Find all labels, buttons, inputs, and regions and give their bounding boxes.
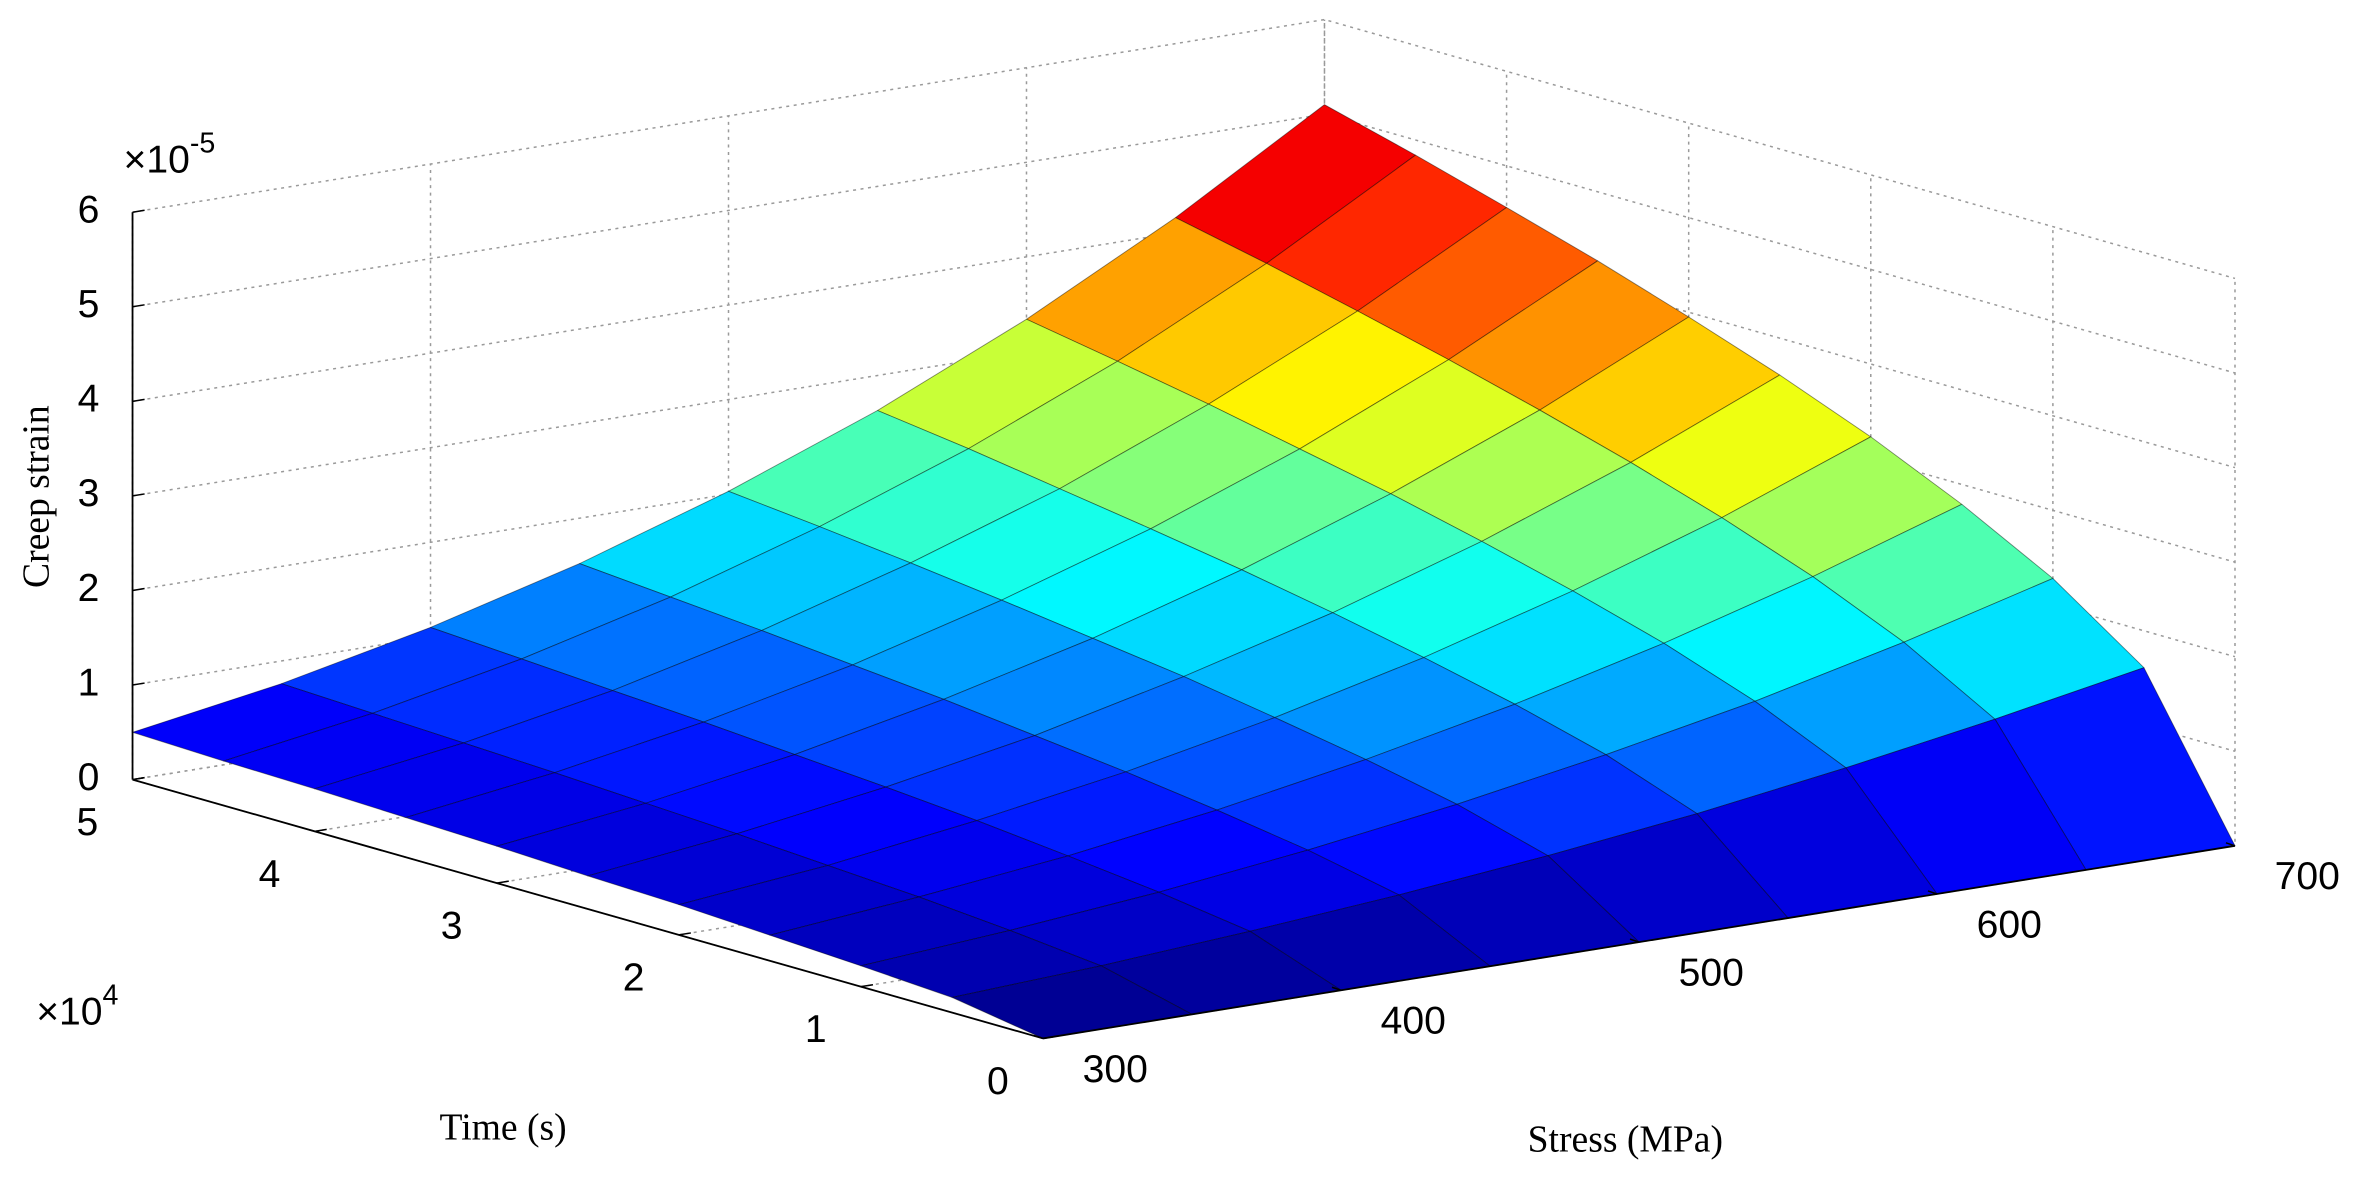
surface-patch	[1274, 657, 1516, 760]
tick-mark	[132, 398, 145, 403]
y-axis-line	[132, 778, 1044, 1040]
y-axis-label: Time (s)	[440, 1106, 567, 1148]
grid-line	[132, 113, 2236, 374]
y-tick-label: 2	[623, 956, 645, 999]
surface-patch	[885, 735, 1127, 821]
grid-line	[132, 18, 2236, 280]
z-tick-label: 3	[78, 472, 100, 515]
surface-patch	[223, 712, 465, 790]
axes: 0 1 2 3 4 5 6 300 400 500 600 700 0 1 2 3 4 5	[77, 189, 2340, 1103]
surface	[132, 104, 2236, 1039]
z-tick-label: 5	[78, 283, 100, 326]
tick-mark	[132, 304, 145, 308]
z-tick-label: 0	[78, 756, 100, 799]
y-multiplier-exponent: 4	[103, 979, 119, 1011]
tick-mark	[132, 682, 145, 686]
y-tick-label: 5	[77, 801, 99, 844]
z-tick-label: 6	[78, 189, 100, 232]
surface-patch	[612, 630, 854, 723]
grid-line	[429, 164, 1342, 991]
grid-line	[1025, 67, 1938, 895]
y-tick-label: 4	[259, 853, 281, 896]
tick-mark	[132, 209, 145, 213]
y-tick-label: 1	[805, 1008, 827, 1051]
surface-patch	[852, 599, 1094, 700]
grid-line	[727, 115, 1640, 943]
x-tick-label: 600	[1977, 903, 2042, 946]
grid-line	[132, 207, 2236, 469]
x-tick-label: 700	[2275, 855, 2340, 898]
z-multiplier-exponent: -5	[190, 127, 215, 159]
tick-mark	[132, 493, 145, 497]
surface-patch	[1026, 217, 1267, 362]
z-multiplier-base: ×10	[124, 139, 190, 182]
surface-patch	[1423, 590, 1665, 705]
z-tick-label: 4	[78, 378, 100, 421]
y-multiplier: ×104	[36, 979, 118, 1034]
surface-patch	[554, 721, 796, 804]
tick-mark	[132, 587, 145, 592]
z-tick-label: 1	[78, 661, 100, 704]
surface-patch	[1125, 717, 1367, 811]
z-axis-label: Creep strain	[15, 405, 57, 588]
x-tick-label: 400	[1381, 1000, 1446, 1043]
x-tick-label: 300	[1083, 1048, 1148, 1091]
surface-patch	[877, 318, 1118, 450]
y-tick-label: 3	[441, 905, 463, 948]
x-axis-line	[1042, 844, 2236, 1040]
x-tick-label: 500	[1679, 952, 1744, 995]
x-axis-label: Stress (MPa)	[1528, 1118, 1723, 1160]
y-multiplier-base: ×10	[36, 991, 102, 1034]
y-tick-label: 0	[987, 1060, 1009, 1103]
grid-line	[132, 302, 2236, 563]
z-multiplier: ×10-5	[124, 127, 216, 182]
z-tick-label: 2	[78, 567, 100, 610]
surface-patch	[430, 563, 672, 660]
